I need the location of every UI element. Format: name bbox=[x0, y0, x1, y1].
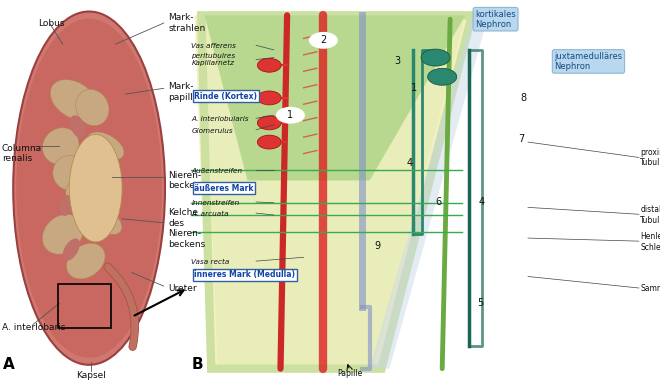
FancyArrowPatch shape bbox=[108, 267, 135, 347]
Text: 8: 8 bbox=[520, 93, 527, 103]
Ellipse shape bbox=[63, 238, 80, 261]
Text: Vas afferens: Vas afferens bbox=[191, 43, 236, 49]
Circle shape bbox=[257, 91, 281, 105]
Circle shape bbox=[421, 49, 450, 66]
Text: B: B bbox=[191, 358, 203, 372]
Text: 1: 1 bbox=[411, 83, 417, 93]
Text: Vasa recta: Vasa recta bbox=[191, 259, 230, 265]
Ellipse shape bbox=[87, 132, 124, 160]
Text: Glomerulus: Glomerulus bbox=[191, 127, 233, 134]
Text: Papille: Papille bbox=[337, 369, 362, 378]
Ellipse shape bbox=[16, 18, 162, 358]
Text: Rinde (Kortex): Rinde (Kortex) bbox=[194, 91, 257, 101]
Text: äußeres Mark: äußeres Mark bbox=[194, 184, 253, 193]
Text: 4: 4 bbox=[478, 197, 485, 207]
Text: juxtamedulläres
Nephron: juxtamedulläres Nephron bbox=[554, 52, 622, 71]
Text: Innenstreifen: Innenstreifen bbox=[191, 200, 240, 206]
Text: Henle-
Schleife: Henle- Schleife bbox=[640, 232, 660, 252]
Text: 9: 9 bbox=[374, 241, 381, 251]
Circle shape bbox=[257, 58, 281, 72]
Text: distaler
Tubulus: distaler Tubulus bbox=[640, 205, 660, 225]
Ellipse shape bbox=[70, 115, 86, 138]
Text: Nieren-
becken: Nieren- becken bbox=[168, 171, 201, 190]
Ellipse shape bbox=[65, 177, 106, 215]
Bar bbox=[58, 284, 111, 328]
Ellipse shape bbox=[69, 134, 122, 242]
Circle shape bbox=[428, 68, 457, 85]
Polygon shape bbox=[370, 15, 488, 369]
Polygon shape bbox=[195, 15, 475, 369]
Text: Mark-
strahlen: Mark- strahlen bbox=[168, 13, 205, 33]
Text: A. interlobaris: A. interlobaris bbox=[2, 323, 65, 332]
Text: Kelche
des
Nieren-
beckens: Kelche des Nieren- beckens bbox=[168, 209, 205, 248]
Text: 5: 5 bbox=[477, 298, 484, 308]
Text: 2: 2 bbox=[320, 35, 327, 45]
Ellipse shape bbox=[67, 243, 105, 279]
Ellipse shape bbox=[50, 79, 98, 120]
Ellipse shape bbox=[59, 195, 73, 216]
Text: A. interlobularis: A. interlobularis bbox=[191, 116, 249, 122]
Circle shape bbox=[309, 32, 338, 49]
Text: Lobus: Lobus bbox=[38, 18, 65, 28]
Circle shape bbox=[257, 116, 281, 130]
Text: proximaler
Tubulus: proximaler Tubulus bbox=[640, 148, 660, 167]
Text: 4: 4 bbox=[407, 158, 413, 168]
Ellipse shape bbox=[42, 128, 79, 164]
Text: 7: 7 bbox=[518, 134, 525, 144]
Polygon shape bbox=[205, 15, 465, 369]
Text: 6: 6 bbox=[436, 197, 442, 207]
Text: Mark-
papille: Mark- papille bbox=[168, 83, 199, 102]
Text: Sammelrohr: Sammelrohr bbox=[640, 284, 660, 293]
Text: Außenstreifen: Außenstreifen bbox=[191, 168, 242, 174]
Text: Columna
renalis: Columna renalis bbox=[2, 144, 42, 163]
Ellipse shape bbox=[53, 156, 86, 190]
Text: Kapsel: Kapsel bbox=[76, 371, 106, 380]
Text: peritubulres
Kapillarnetz: peritubulres Kapillarnetz bbox=[191, 53, 236, 66]
Circle shape bbox=[276, 107, 305, 124]
Ellipse shape bbox=[13, 12, 165, 365]
Text: 1: 1 bbox=[287, 110, 294, 120]
Ellipse shape bbox=[42, 214, 83, 254]
Polygon shape bbox=[205, 15, 465, 180]
Text: kortikales
Nephron: kortikales Nephron bbox=[475, 10, 516, 29]
FancyArrowPatch shape bbox=[108, 267, 135, 347]
Ellipse shape bbox=[82, 203, 122, 235]
Circle shape bbox=[257, 135, 281, 149]
Text: 3: 3 bbox=[394, 56, 401, 66]
Text: A: A bbox=[3, 358, 15, 372]
Text: Ureter: Ureter bbox=[168, 284, 197, 293]
Text: A. arcuata: A. arcuata bbox=[191, 211, 229, 217]
Text: inneres Mark (Medulla): inneres Mark (Medulla) bbox=[194, 270, 295, 279]
Ellipse shape bbox=[76, 89, 109, 126]
